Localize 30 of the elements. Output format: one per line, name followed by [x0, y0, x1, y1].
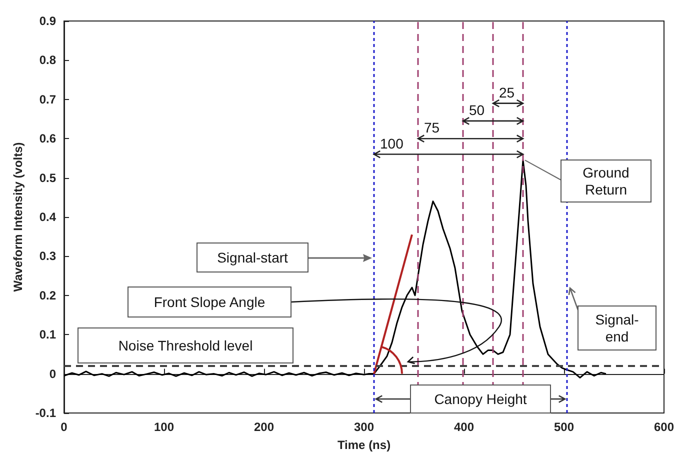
- x-tick-label: 300: [354, 420, 374, 434]
- annotation: 75: [424, 120, 440, 136]
- y-tick-label: 0.4: [39, 210, 56, 224]
- y-tick-label: 0.2: [39, 288, 56, 302]
- y-tick-label: -0.1: [35, 406, 56, 420]
- y-tick-label: 0.9: [39, 14, 56, 28]
- annotation: 25: [499, 84, 515, 100]
- ref-line-label: Noise Threshold level: [118, 337, 253, 354]
- y-tick-label: 0.3: [39, 249, 56, 264]
- annotation: Canopy Height: [434, 391, 527, 407]
- x-tick-label: 600: [654, 420, 674, 434]
- x-tick-label: 200: [254, 420, 274, 434]
- y-tick-label: 0.6: [39, 132, 56, 146]
- x-tick-label: 400: [454, 420, 474, 434]
- y-axis-title: Waveform Intensity (volts): [11, 142, 25, 292]
- y-tick-label: 0.8: [39, 53, 56, 68]
- y-tick-label: 0.1: [39, 328, 56, 342]
- y-tick-label: 0: [49, 366, 56, 381]
- y-tick-label: 0.7: [39, 92, 56, 106]
- annotation: Front Slope Angle: [154, 294, 266, 310]
- annotation: Signal-end: [595, 312, 640, 344]
- x-tick-label: 0: [60, 420, 68, 434]
- x-tick-label: 500: [554, 420, 574, 434]
- annotation: 50: [469, 102, 485, 118]
- y-tick-label: 0.5: [39, 170, 56, 185]
- x-tick-label: 100: [154, 420, 174, 434]
- annotation: Signal-start: [217, 250, 288, 266]
- annotation: 100: [380, 135, 404, 152]
- annotation: Ground Return: [582, 164, 630, 198]
- x-axis-title: Time (ns): [337, 438, 391, 452]
